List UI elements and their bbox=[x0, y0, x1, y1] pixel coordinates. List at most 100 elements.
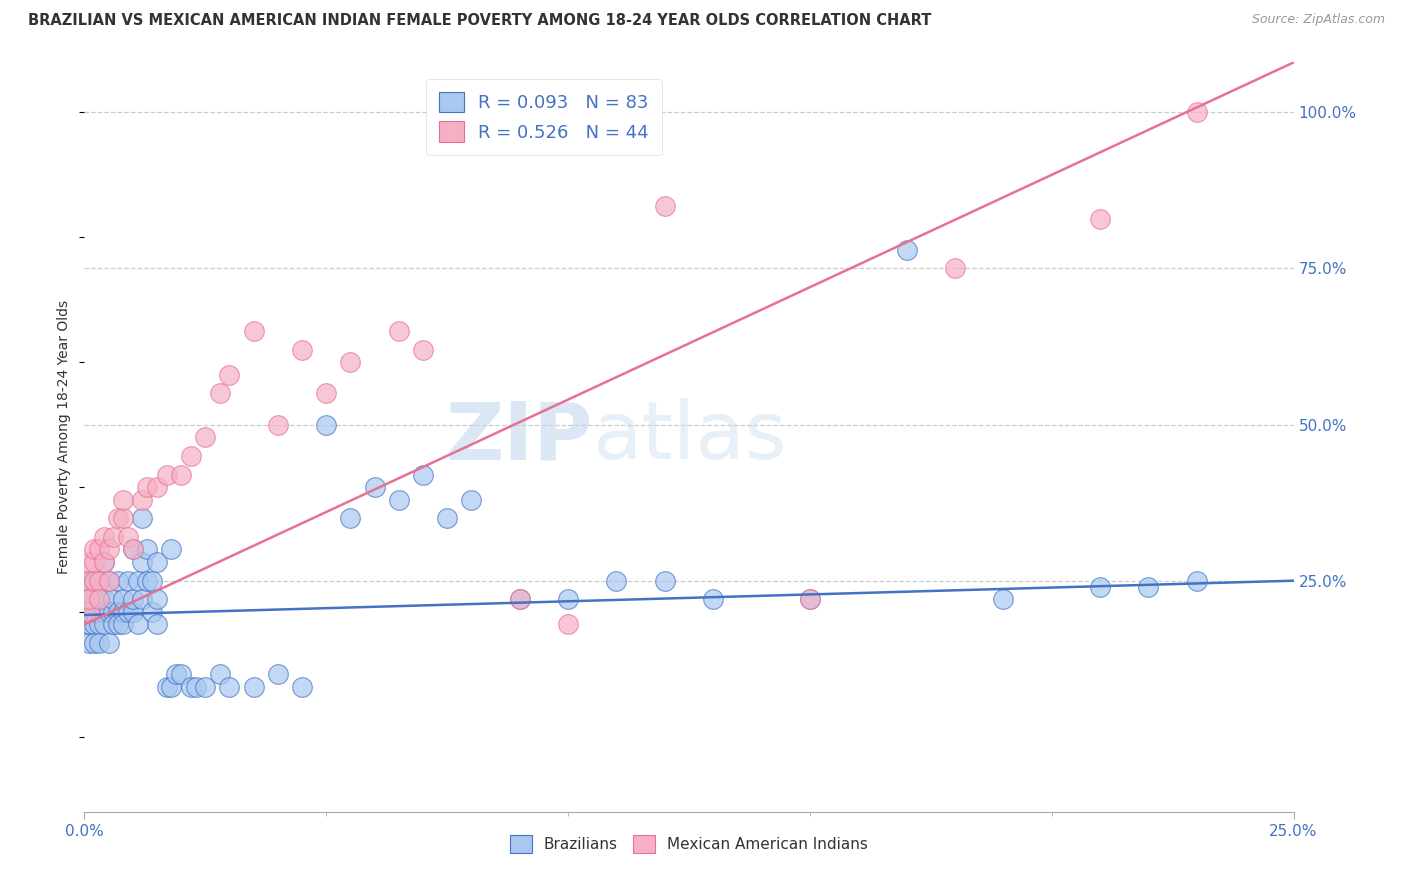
Point bbox=[412, 343, 434, 357]
Text: BRAZILIAN VS MEXICAN AMERICAN INDIAN FEMALE POVERTY AMONG 18-24 YEAR OLDS CORREL: BRAZILIAN VS MEXICAN AMERICAN INDIAN FEM… bbox=[28, 13, 932, 29]
Point bbox=[136, 480, 159, 494]
Point bbox=[702, 592, 724, 607]
Point bbox=[363, 480, 385, 494]
Point bbox=[77, 636, 100, 650]
Point bbox=[315, 386, 337, 401]
Point bbox=[87, 542, 110, 557]
Point bbox=[77, 592, 100, 607]
Point bbox=[180, 680, 202, 694]
Point bbox=[1088, 580, 1111, 594]
Point bbox=[97, 574, 120, 588]
Point bbox=[170, 467, 193, 482]
Point bbox=[131, 555, 153, 569]
Point bbox=[83, 592, 105, 607]
Point bbox=[799, 592, 821, 607]
Point bbox=[943, 261, 966, 276]
Point bbox=[170, 667, 193, 681]
Point bbox=[993, 592, 1015, 607]
Point bbox=[83, 605, 105, 619]
Point bbox=[93, 605, 115, 619]
Point bbox=[267, 417, 290, 432]
Point bbox=[77, 605, 100, 619]
Point bbox=[121, 542, 143, 557]
Point bbox=[165, 667, 187, 681]
Point bbox=[112, 592, 135, 607]
Point bbox=[77, 605, 100, 619]
Point bbox=[242, 680, 264, 694]
Point bbox=[117, 530, 139, 544]
Point bbox=[87, 605, 110, 619]
Point bbox=[136, 574, 159, 588]
Text: atlas: atlas bbox=[592, 398, 786, 476]
Point bbox=[509, 592, 531, 607]
Point bbox=[77, 617, 100, 632]
Legend: Brazilians, Mexican American Indians: Brazilians, Mexican American Indians bbox=[502, 828, 876, 860]
Point bbox=[218, 368, 240, 382]
Point bbox=[121, 605, 143, 619]
Point bbox=[412, 467, 434, 482]
Point bbox=[315, 417, 337, 432]
Point bbox=[146, 592, 169, 607]
Point bbox=[218, 680, 240, 694]
Point bbox=[103, 530, 125, 544]
Point bbox=[87, 592, 110, 607]
Point bbox=[291, 343, 314, 357]
Point bbox=[141, 605, 163, 619]
Point bbox=[557, 592, 579, 607]
Point bbox=[93, 555, 115, 569]
Point bbox=[654, 199, 676, 213]
Point bbox=[83, 574, 105, 588]
Point bbox=[194, 680, 217, 694]
Point bbox=[107, 511, 129, 525]
Point bbox=[83, 555, 105, 569]
Point bbox=[77, 592, 100, 607]
Point bbox=[155, 467, 177, 482]
Point bbox=[97, 605, 120, 619]
Point bbox=[93, 555, 115, 569]
Point bbox=[87, 636, 110, 650]
Point bbox=[208, 386, 231, 401]
Point bbox=[1185, 105, 1208, 120]
Point bbox=[180, 449, 202, 463]
Point bbox=[83, 636, 105, 650]
Point bbox=[121, 592, 143, 607]
Point bbox=[339, 355, 361, 369]
Point bbox=[121, 542, 143, 557]
Point bbox=[117, 574, 139, 588]
Y-axis label: Female Poverty Among 18-24 Year Olds: Female Poverty Among 18-24 Year Olds bbox=[58, 300, 72, 574]
Point bbox=[97, 542, 120, 557]
Point bbox=[146, 555, 169, 569]
Point bbox=[112, 605, 135, 619]
Point bbox=[605, 574, 627, 588]
Point bbox=[87, 617, 110, 632]
Point bbox=[127, 617, 149, 632]
Point bbox=[93, 592, 115, 607]
Point bbox=[388, 492, 411, 507]
Point bbox=[436, 511, 458, 525]
Point bbox=[896, 243, 918, 257]
Point bbox=[97, 574, 120, 588]
Point bbox=[112, 617, 135, 632]
Point bbox=[83, 574, 105, 588]
Point bbox=[77, 555, 100, 569]
Point bbox=[654, 574, 676, 588]
Point bbox=[83, 542, 105, 557]
Text: ZIP: ZIP bbox=[444, 398, 592, 476]
Point bbox=[127, 574, 149, 588]
Point bbox=[87, 574, 110, 588]
Point bbox=[1185, 574, 1208, 588]
Point bbox=[557, 617, 579, 632]
Point bbox=[77, 574, 100, 588]
Point bbox=[267, 667, 290, 681]
Point bbox=[460, 492, 482, 507]
Point bbox=[83, 605, 105, 619]
Point bbox=[208, 667, 231, 681]
Point bbox=[77, 574, 100, 588]
Point bbox=[112, 511, 135, 525]
Point bbox=[291, 680, 314, 694]
Point bbox=[103, 617, 125, 632]
Point bbox=[112, 492, 135, 507]
Text: Source: ZipAtlas.com: Source: ZipAtlas.com bbox=[1251, 13, 1385, 27]
Point bbox=[136, 542, 159, 557]
Point bbox=[146, 617, 169, 632]
